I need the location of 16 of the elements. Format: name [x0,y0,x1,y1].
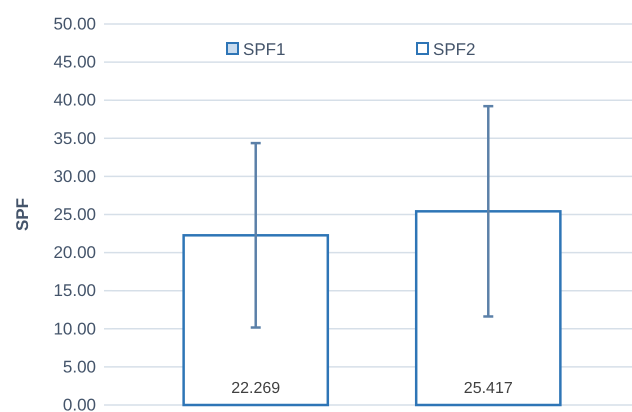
legend-label: SPF2 [433,40,476,59]
y-tick-label: 25.00 [53,204,96,224]
y-tick-label: 15.00 [53,281,96,300]
y-tick-label: 20.00 [53,243,96,262]
legend-label: SPF1 [243,40,286,59]
y-tick-label: 0.00 [62,395,96,412]
y-tick-label: 10.00 [53,319,96,338]
y-tick-label: 35.00 [53,128,96,148]
y-tick-label: 30.00 [53,166,96,186]
y-axis-title: SPF [13,198,32,232]
data-label: 25.417 [464,380,513,397]
y-tick-label: 45.00 [53,52,96,72]
y-tick-label: 50.00 [53,14,96,34]
y-tick-label: 5.00 [62,357,96,376]
data-label: 22.269 [231,380,280,397]
y-tick-label: 40.00 [53,90,96,110]
